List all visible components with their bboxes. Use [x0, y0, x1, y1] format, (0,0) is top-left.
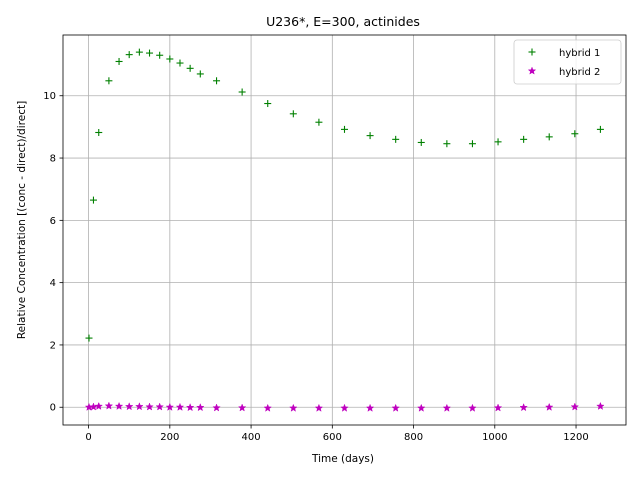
data-point	[416, 403, 426, 412]
y-tick-label: 0	[50, 403, 56, 414]
x-tick-label: 200	[160, 432, 179, 443]
data-point	[175, 402, 185, 411]
x-tick-label: 0	[85, 432, 91, 443]
x-tick-label: 1000	[482, 432, 507, 443]
y-tick-label: 2	[50, 340, 56, 351]
data-point	[165, 402, 175, 411]
y-tick-label: 10	[43, 91, 56, 102]
data-point	[135, 48, 143, 56]
data-point	[125, 51, 133, 59]
data-point	[494, 138, 502, 146]
data-point	[186, 64, 194, 72]
plot-frame	[62, 34, 627, 426]
legend: hybrid 1 hybrid 2	[513, 39, 622, 85]
data-point	[212, 403, 221, 412]
data-point	[104, 401, 114, 410]
data-point	[146, 49, 154, 57]
grid	[63, 35, 626, 425]
x-axis-label: Time (days)	[311, 453, 374, 465]
legend-item: hybrid 1	[528, 48, 600, 59]
data-point	[545, 133, 553, 141]
data-point	[571, 130, 579, 138]
chart-title: U236*, E=300, actinides	[266, 14, 420, 29]
data-point	[493, 403, 503, 412]
legend-box	[513, 39, 622, 85]
data-point	[544, 402, 554, 411]
data-point	[196, 403, 205, 412]
data-point	[176, 59, 184, 67]
data-point	[596, 401, 605, 410]
data-point	[237, 403, 247, 412]
series-1	[85, 48, 604, 342]
data-point	[105, 77, 113, 85]
data-point	[520, 135, 528, 143]
data-point	[185, 403, 195, 412]
data-point	[85, 334, 93, 342]
data-point	[391, 403, 400, 412]
data-point	[115, 57, 123, 65]
legend-label: hybrid 1	[559, 48, 600, 59]
data-point	[365, 403, 375, 412]
data-point	[155, 402, 164, 411]
data-point	[314, 403, 324, 412]
legend-label: hybrid 2	[559, 67, 600, 78]
y-tick-label: 8	[50, 154, 56, 165]
data-point	[196, 70, 204, 78]
x-tick-label: 400	[242, 432, 261, 443]
data-point	[519, 403, 528, 412]
data-point	[596, 125, 604, 133]
data-point	[114, 401, 124, 410]
data-point	[135, 402, 144, 411]
data-point	[289, 403, 298, 412]
data-point	[145, 402, 154, 411]
data-point	[392, 135, 400, 143]
data-point	[264, 100, 272, 108]
data-point	[341, 125, 348, 133]
data-point	[156, 51, 164, 59]
data-point	[315, 118, 323, 126]
series-2	[84, 401, 605, 412]
data-point	[263, 403, 273, 412]
data-point	[213, 77, 221, 85]
y-axis-label: Relative Concentration [(conc - direct)/…	[16, 101, 28, 339]
y-tick-label: 6	[50, 216, 56, 227]
x-tick-label: 600	[323, 432, 342, 443]
data-point	[366, 132, 374, 140]
y-axis: 0 2 4 6 8 10	[43, 91, 63, 414]
x-tick-label: 800	[404, 432, 423, 443]
legend-item: hybrid 2	[527, 66, 600, 78]
data-point	[443, 140, 451, 148]
data-point	[95, 129, 103, 136]
data-point	[570, 402, 580, 411]
data-point	[238, 88, 246, 96]
x-tick-label: 1200	[563, 432, 588, 443]
x-axis: 0 200 400 600 800 1000 1200	[85, 425, 589, 443]
data-point	[340, 403, 349, 412]
data-point	[417, 138, 425, 146]
legend-marker	[528, 48, 536, 56]
data-point	[166, 55, 174, 63]
data-point	[89, 196, 97, 204]
data-point	[468, 403, 477, 412]
plot-points	[84, 48, 605, 412]
y-tick-label: 4	[50, 278, 56, 289]
data-point	[468, 140, 476, 148]
data-point	[442, 403, 452, 412]
data-point	[94, 401, 104, 410]
data-point	[289, 110, 297, 118]
data-point	[124, 402, 134, 411]
legend-marker	[527, 66, 537, 75]
